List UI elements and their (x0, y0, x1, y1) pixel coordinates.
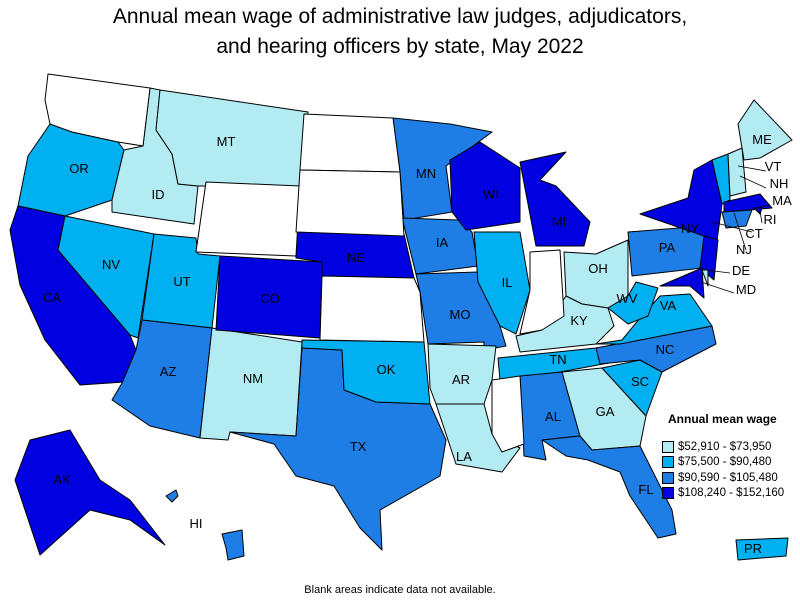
state-label-ct: CT (745, 226, 762, 241)
state-fl (541, 435, 677, 539)
state-label-ny: NY (681, 221, 699, 236)
state-label-vt: VT (765, 159, 782, 174)
state-label-ut: UT (173, 274, 190, 289)
state-label-nj: NJ (736, 242, 752, 257)
state-wi (449, 141, 521, 231)
state-label-tn: TN (549, 352, 566, 367)
state-label-nm: NM (243, 371, 263, 386)
state-label-ma: MA (772, 193, 792, 208)
state-label-mi: MI (552, 214, 566, 229)
state-label-wv: WV (617, 291, 638, 306)
state-label-fl: FL (638, 482, 653, 497)
legend-swatch (662, 440, 674, 453)
state-wv (607, 281, 659, 325)
legend: Annual mean wage $52,910 - $73,950 $75,50… (662, 412, 798, 501)
state-label-ne: NE (347, 250, 365, 265)
state-label-pa: PA (659, 240, 676, 255)
legend-title: Annual mean wage (668, 412, 777, 426)
state-label-wi: WI (483, 187, 499, 202)
footnote: Blank areas indicate data not available. (304, 584, 496, 596)
state-label-ak: AK (53, 472, 71, 487)
state-label-nv: NV (102, 257, 120, 272)
state-ak (14, 429, 166, 556)
state-label-mo: MO (450, 307, 471, 322)
state-nd (299, 113, 401, 173)
title-line-1: Annual mean wage of administrative law j… (112, 5, 688, 28)
state-ri (753, 207, 763, 215)
state-label-ca: CA (43, 290, 61, 305)
state-label-ok: OK (377, 362, 396, 377)
state-la (435, 403, 521, 473)
state-ks (319, 275, 425, 343)
state-label-az: AZ (160, 364, 177, 379)
state-vt (711, 153, 731, 205)
state-label-me: ME (752, 132, 772, 147)
state-label-ia: IA (436, 235, 449, 250)
legend-label: $90,590 - $105,480 (678, 471, 778, 484)
state-label-ky: KY (570, 313, 588, 328)
state-label-nc: NC (656, 342, 675, 357)
state-label-mt: MT (217, 134, 236, 149)
state-mi (519, 151, 591, 247)
legend-label: $108,240 - $152,160 (678, 487, 785, 500)
state-label-tx: TX (350, 439, 367, 454)
state-nj (699, 235, 719, 281)
legend-label: $52,910 - $73,950 (678, 440, 772, 453)
state-ok (301, 339, 431, 405)
state-label-or: OR (69, 161, 89, 176)
state-label-co: CO (260, 291, 280, 306)
state-in (519, 249, 565, 335)
state-pr (735, 537, 789, 561)
state-label-ar: AR (452, 372, 470, 387)
state-wa (44, 73, 151, 147)
state-me (737, 99, 793, 161)
legend-label: $75,500 - $90,480 (678, 456, 772, 469)
state-ct (721, 209, 753, 229)
state-ms (491, 375, 525, 453)
legend-item: $90,590 - $105,480 (662, 470, 798, 486)
state-label-md: MD (736, 282, 756, 297)
legend-swatch (662, 471, 674, 484)
state-label-ga: GA (596, 404, 615, 419)
state-label-pr: PR (744, 541, 762, 556)
state-wy (195, 181, 301, 257)
state-il (473, 231, 531, 335)
state-label-va: VA (660, 298, 677, 313)
state-ky (515, 295, 615, 353)
state-label-al: AL (545, 409, 561, 424)
state-va (595, 293, 713, 345)
state-nh (727, 147, 747, 197)
state-label-nh: NH (770, 176, 789, 191)
state-label-il: IL (502, 275, 513, 290)
state-label-de: DE (732, 263, 750, 278)
state-label-sc: SC (631, 374, 649, 389)
state-de (701, 269, 709, 287)
state-md (659, 267, 705, 299)
state-hi (165, 489, 245, 561)
title-line-2: and hearing officers by state, May 2022 (216, 35, 584, 58)
legend-item: $108,240 - $152,160 (662, 486, 798, 502)
state-sd (295, 169, 405, 237)
state-label-mn: MN (416, 166, 436, 181)
state-ma (723, 193, 773, 213)
state-label-hi: HI (190, 516, 203, 531)
state-label-oh: OH (588, 261, 608, 276)
legend-item: $75,500 - $90,480 (662, 455, 798, 471)
state-label-la: LA (456, 449, 472, 464)
legend-item: $52,910 - $73,950 (662, 439, 798, 455)
legend-swatch (662, 487, 674, 500)
legend-swatch (662, 456, 674, 469)
map-title: Annual mean wage of administrative law j… (0, 2, 800, 62)
state-label-ri: RI (764, 212, 777, 227)
state-nv (57, 215, 155, 339)
state-label-id: ID (152, 187, 165, 202)
